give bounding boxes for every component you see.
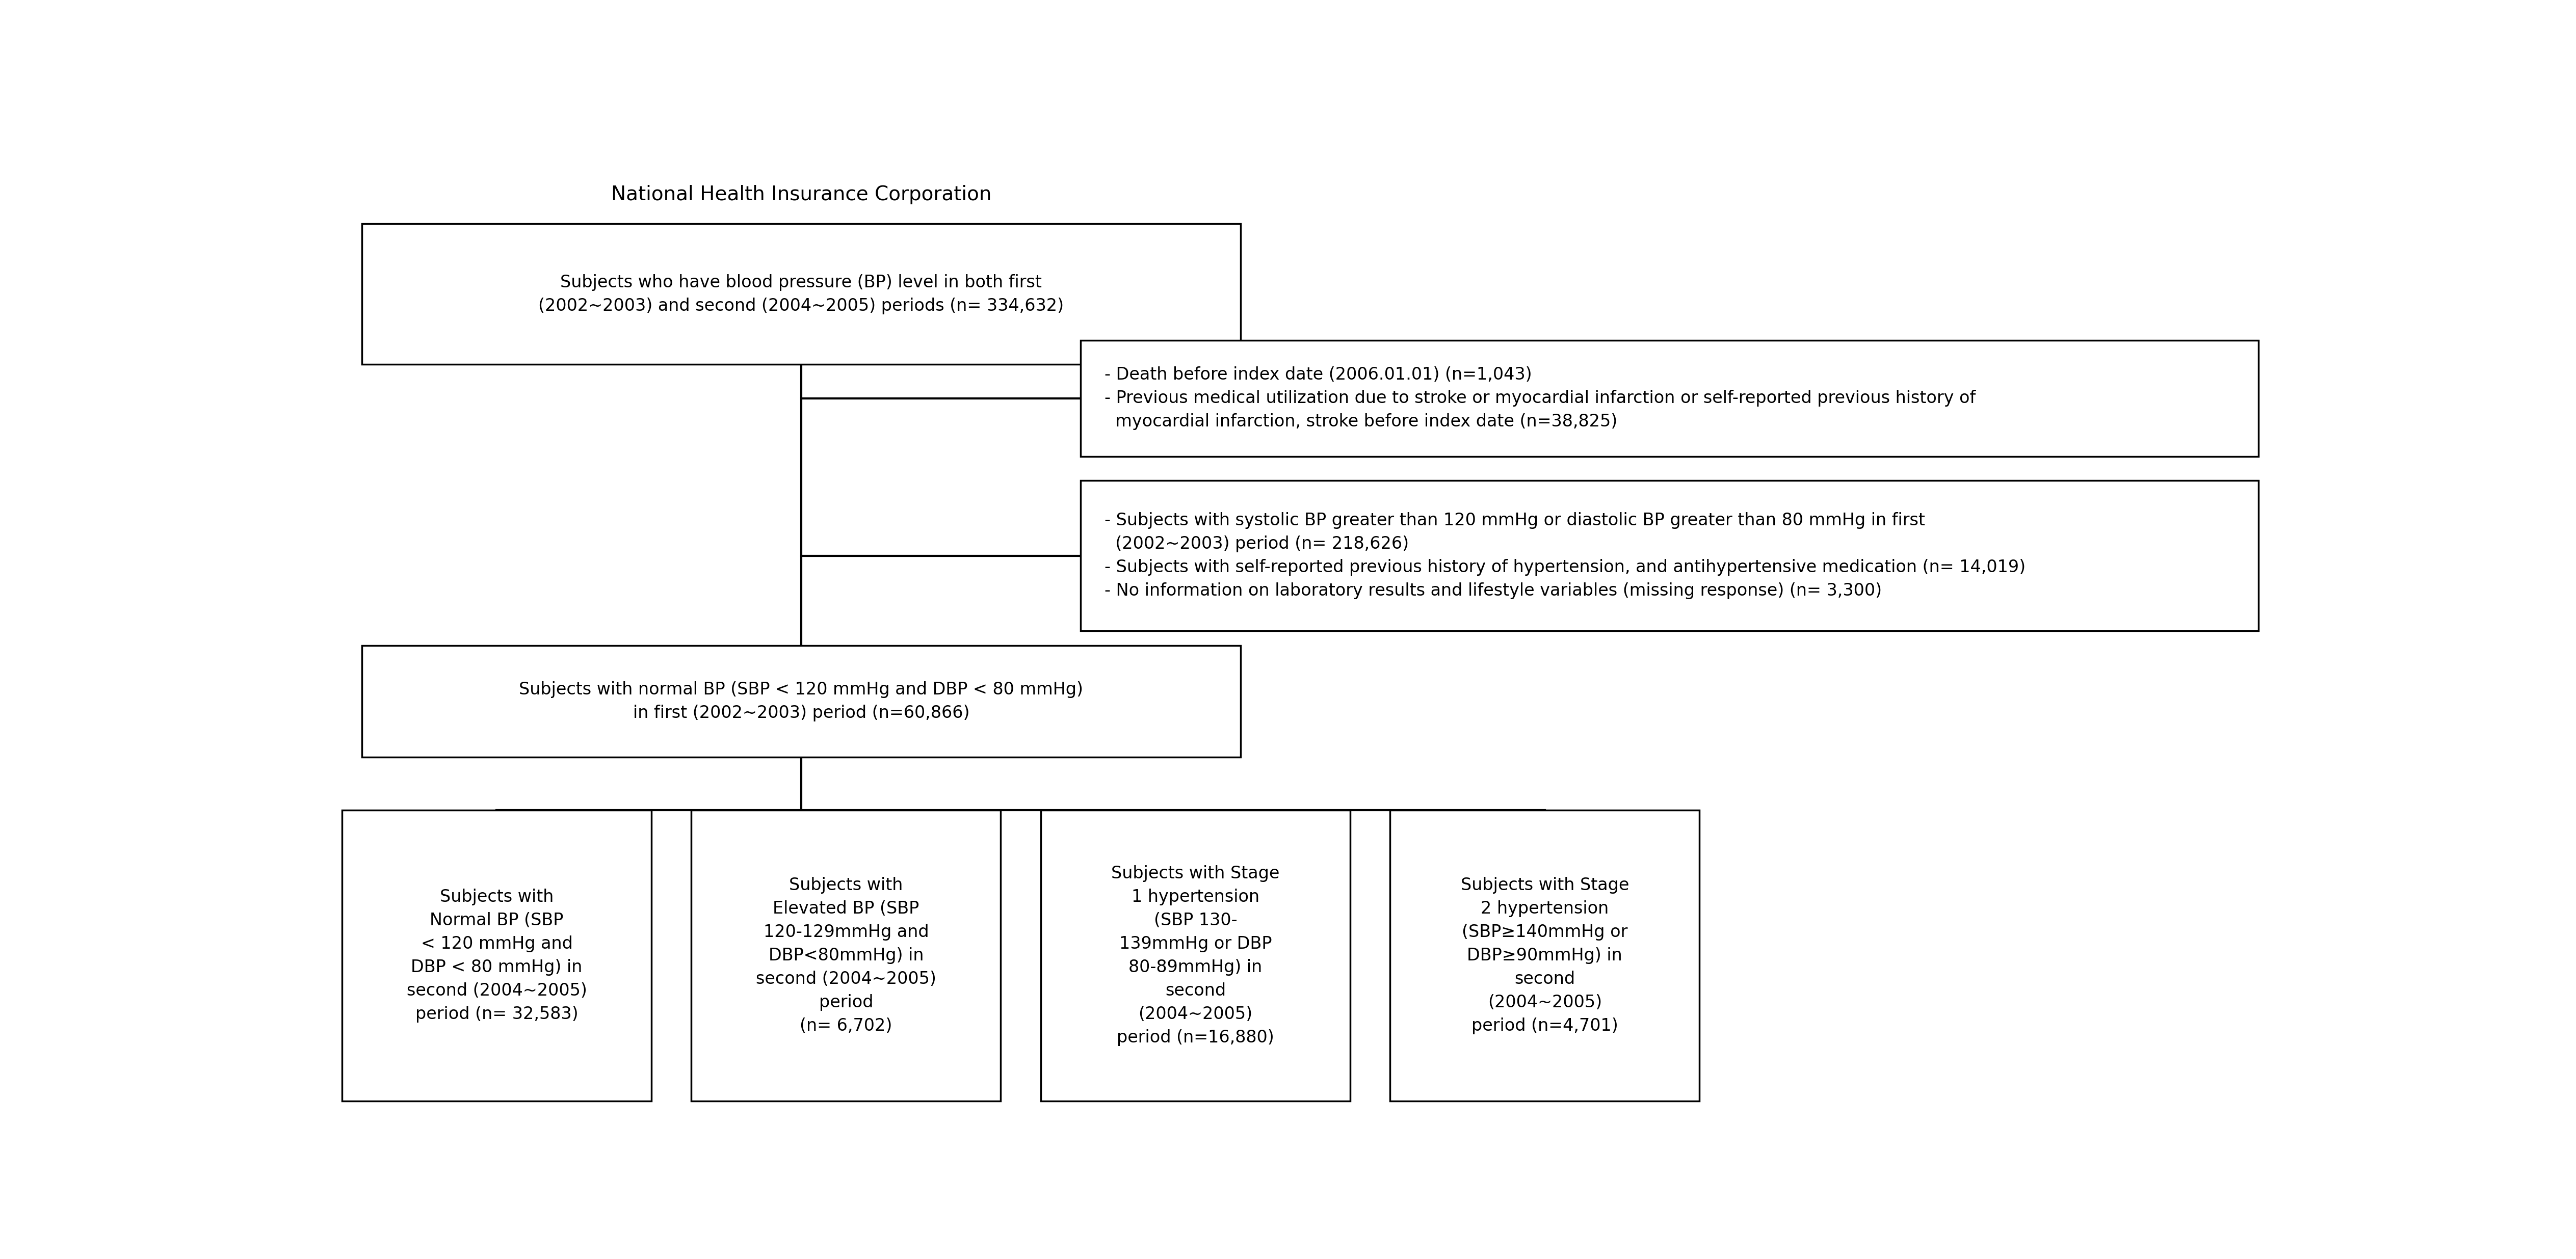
Text: Subjects with Stage
1 hypertension
(SBP 130-
139mmHg or DBP
80-89mmHg) in
second: Subjects with Stage 1 hypertension (SBP … [1110, 865, 1280, 1046]
FancyBboxPatch shape [1082, 340, 2259, 457]
Text: Subjects who have blood pressure (BP) level in both first
(2002~2003) and second: Subjects who have blood pressure (BP) le… [538, 274, 1064, 315]
FancyBboxPatch shape [1041, 811, 1350, 1102]
FancyBboxPatch shape [361, 646, 1242, 757]
Text: Subjects with
Elevated BP (SBP
120-129mmHg and
DBP<80mmHg) in
second (2004~2005): Subjects with Elevated BP (SBP 120-129mm… [755, 878, 935, 1035]
Text: - Death before index date (2006.01.01) (n=1,043)
- Previous medical utilization : - Death before index date (2006.01.01) (… [1105, 366, 1976, 431]
Text: - Subjects with systolic BP greater than 120 mmHg or diastolic BP greater than 8: - Subjects with systolic BP greater than… [1105, 512, 2025, 599]
Text: Subjects with
Normal BP (SBP
< 120 mmHg and
DBP < 80 mmHg) in
second (2004~2005): Subjects with Normal BP (SBP < 120 mmHg … [407, 889, 587, 1022]
Text: Subjects with Stage
2 hypertension
(SBP≥140mmHg or
DBP≥90mmHg) in
second
(2004~2: Subjects with Stage 2 hypertension (SBP≥… [1461, 878, 1628, 1035]
FancyBboxPatch shape [343, 811, 652, 1102]
Text: Subjects with normal BP (SBP < 120 mmHg and DBP < 80 mmHg)
in first (2002~2003) : Subjects with normal BP (SBP < 120 mmHg … [518, 681, 1084, 721]
FancyBboxPatch shape [361, 224, 1242, 364]
Text: National Health Insurance Corporation: National Health Insurance Corporation [611, 185, 992, 204]
FancyBboxPatch shape [1082, 481, 2259, 631]
FancyBboxPatch shape [1391, 811, 1700, 1102]
FancyBboxPatch shape [690, 811, 999, 1102]
